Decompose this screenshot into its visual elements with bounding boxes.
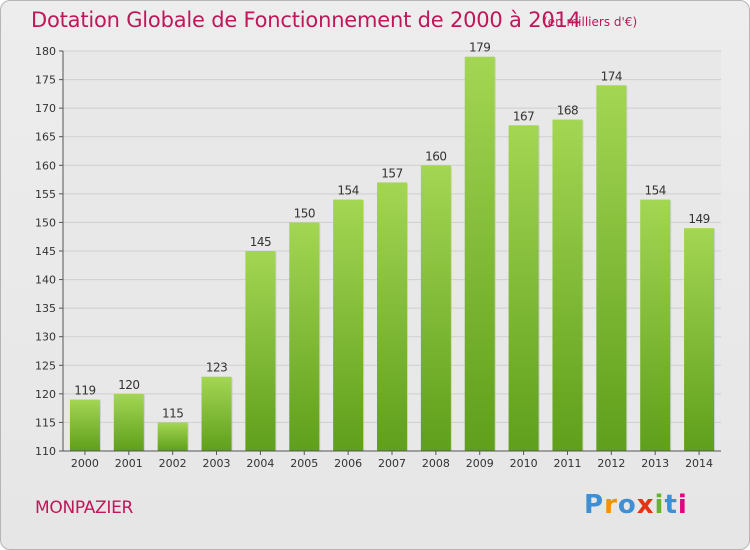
x-tick-label: 2000: [71, 457, 99, 470]
bar-value-label: 154: [337, 184, 358, 198]
bar[interactable]: [289, 222, 320, 451]
logo-letter: i: [654, 490, 665, 520]
x-tick-label: 2002: [159, 457, 187, 470]
logo-letter: o: [617, 490, 637, 520]
bar-value-label: 157: [381, 166, 402, 180]
y-tick-label: 110: [35, 445, 56, 458]
proxiti-logo[interactable]: Proxiti: [584, 490, 688, 520]
bar-value-label: 115: [162, 406, 183, 420]
x-tick-label: 2003: [203, 457, 231, 470]
x-tick-label: 2001: [115, 457, 143, 470]
y-tick-label: 155: [35, 188, 56, 201]
y-tick-label: 140: [35, 274, 56, 287]
x-tick-label: 2008: [422, 457, 450, 470]
bar-value-label: 154: [644, 184, 665, 198]
bar-value-label: 179: [469, 41, 490, 55]
axes: 110 115 120 125 130 135 140 145 150 155 160 165 170 1…: [35, 45, 721, 470]
y-tick-label: 120: [35, 388, 56, 401]
y-tick-label: 175: [35, 74, 56, 87]
bar[interactable]: [157, 422, 188, 451]
bar[interactable]: [420, 165, 451, 452]
bar[interactable]: [113, 393, 144, 451]
bar-value-label: 168: [557, 104, 578, 118]
bar[interactable]: [377, 182, 407, 451]
y-tick-label: 115: [35, 416, 56, 429]
y-tick-label: 180: [35, 45, 56, 58]
bar[interactable]: [508, 125, 539, 452]
bar-value-label: 123: [206, 361, 227, 375]
x-tick-label: 2012: [597, 457, 625, 470]
bars: 119 120 115 123 145 150 154 157 160 179 167 168 174 1…: [69, 41, 716, 452]
bar-value-label: 145: [250, 235, 271, 249]
bar-value-label: 119: [74, 384, 95, 398]
x-tick-label: 2009: [466, 457, 494, 470]
y-tick-label: 165: [35, 131, 56, 144]
y-tick-label: 125: [35, 359, 56, 372]
bar[interactable]: [684, 228, 715, 451]
bar[interactable]: [201, 376, 232, 451]
bar[interactable]: [245, 251, 276, 451]
x-tick-label: 2010: [510, 457, 538, 470]
bar-value-label: 149: [688, 212, 709, 226]
x-tick-label: 2005: [290, 457, 318, 470]
logo-letter: x: [636, 490, 655, 520]
bar[interactable]: [464, 56, 495, 451]
x-tick-label: 2013: [641, 457, 669, 470]
logo-letter: i: [677, 490, 688, 520]
bar-value-label: 120: [118, 378, 139, 392]
bar[interactable]: [552, 119, 583, 452]
x-tick-label: 2011: [553, 457, 581, 470]
bar[interactable]: [69, 399, 100, 451]
y-tick-label: 160: [35, 159, 56, 172]
y-tick-label: 150: [35, 216, 56, 229]
chart-subtitle: (en milliers d'€): [543, 15, 638, 29]
logo-letter: P: [584, 490, 605, 520]
y-tick-label: 170: [35, 102, 56, 115]
x-tick-label: 2004: [246, 457, 274, 470]
logo-letter: t: [664, 490, 678, 520]
bar-value-label: 160: [425, 149, 446, 163]
bar[interactable]: [333, 199, 364, 451]
city-name: MONPAZIER: [35, 498, 134, 518]
y-tick-label: 130: [35, 331, 56, 344]
bar-value-label: 174: [601, 69, 622, 83]
x-tick-label: 2006: [334, 457, 362, 470]
bar-value-label: 167: [513, 109, 534, 123]
bar[interactable]: [596, 85, 627, 452]
x-tick-label: 2014: [685, 457, 713, 470]
chart-title: Dotation Globale de Fonctionnement de 20…: [31, 8, 581, 32]
y-tick-label: 135: [35, 302, 56, 315]
bar[interactable]: [640, 199, 671, 451]
bar-value-label: 150: [294, 206, 315, 220]
logo-letter: r: [604, 490, 618, 520]
y-tick-label: 145: [35, 245, 56, 258]
x-tick-label: 2007: [378, 457, 406, 470]
